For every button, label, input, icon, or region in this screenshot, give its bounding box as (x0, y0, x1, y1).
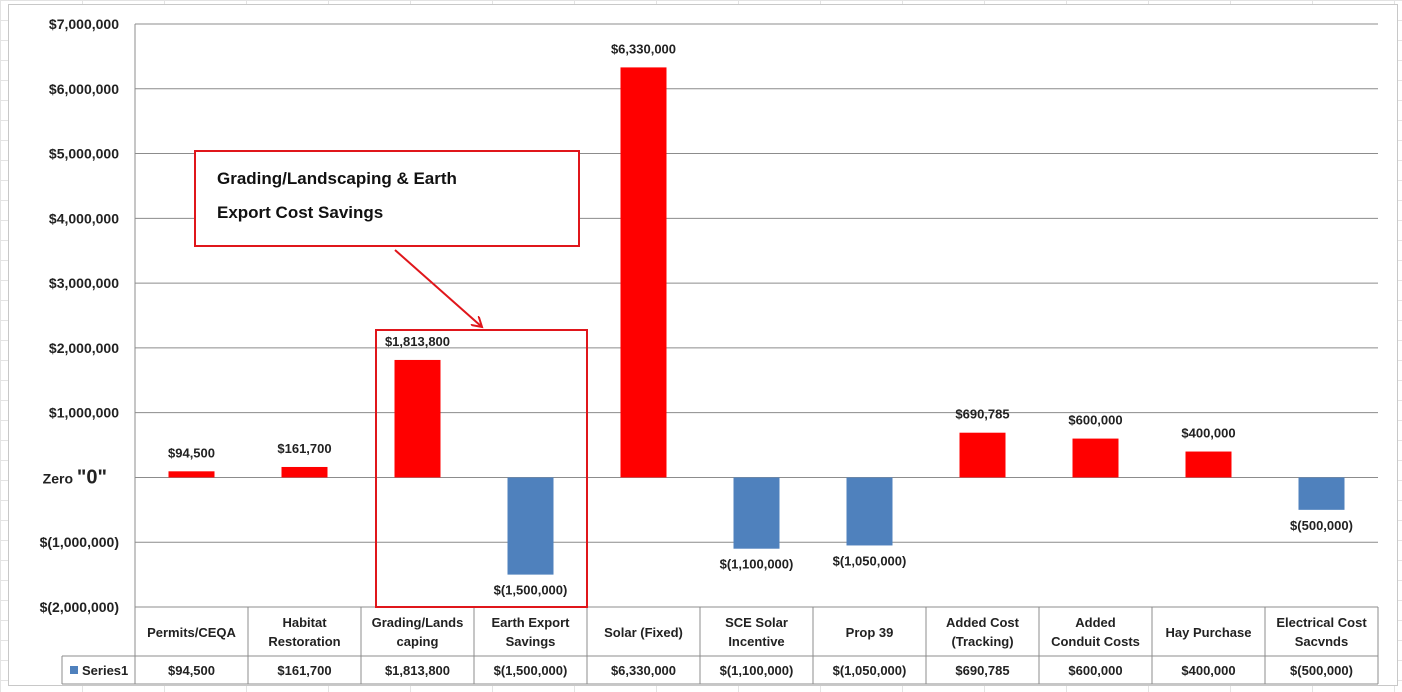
bar (846, 477, 893, 546)
y-tick-label: $6,000,000 (49, 81, 119, 97)
table-value: $(1,100,000) (720, 663, 794, 678)
bar (507, 477, 554, 575)
table-value: $(1,050,000) (833, 663, 907, 678)
category-label: Earth Export Savings (491, 615, 570, 649)
table-value: $94,500 (168, 663, 215, 678)
category-label: Added Cost (Tracking) (946, 615, 1020, 649)
y-tick-label: Zero "0" (43, 466, 107, 488)
category-label: Habitat Restoration (268, 615, 340, 649)
bar (281, 466, 328, 478)
data-label: $690,785 (955, 407, 1009, 422)
table-value: $400,000 (1181, 663, 1235, 678)
y-tick-label: $(1,000,000) (40, 534, 119, 550)
table-value: $(500,000) (1290, 663, 1353, 678)
table-value: $600,000 (1068, 663, 1122, 678)
category-label: Solar (Fixed) (604, 625, 683, 640)
y-tick-label: $7,000,000 (49, 16, 119, 32)
bar (959, 432, 1006, 478)
bar (1072, 438, 1119, 478)
data-label: $1,813,800 (385, 334, 450, 349)
table-value: $(1,500,000) (494, 663, 568, 678)
data-label: $400,000 (1181, 426, 1235, 441)
y-tick-label: $(2,000,000) (40, 599, 119, 615)
data-label: $94,500 (168, 445, 215, 460)
category-label: Hay Purchase (1166, 625, 1252, 640)
y-tick-label: $3,000,000 (49, 275, 119, 291)
category-label: SCE Solar Incentive (725, 615, 788, 649)
category-label: Grading/Lands caping (372, 615, 464, 649)
highlight-rectangle (375, 329, 588, 608)
bar (620, 67, 667, 478)
data-label: $(1,500,000) (494, 583, 568, 598)
y-tick-label: $4,000,000 (49, 210, 119, 226)
table-value: $1,813,800 (385, 663, 450, 678)
legend-swatch (70, 666, 78, 674)
annotation-arrow (394, 249, 482, 327)
y-tick-label: $5,000,000 (49, 146, 119, 162)
annotation-callout-box (194, 150, 580, 247)
table-value: $690,785 (955, 663, 1009, 678)
y-tick-label: $1,000,000 (49, 405, 119, 421)
bar (1298, 477, 1345, 510)
data-label: $(1,100,000) (720, 557, 794, 572)
category-label: Permits/CEQA (147, 625, 236, 640)
data-label: $161,700 (277, 441, 331, 456)
bar (168, 471, 215, 478)
category-label: Added Conduit Costs (1051, 615, 1140, 649)
table-value: $161,700 (277, 663, 331, 678)
bar (733, 477, 780, 549)
category-label: Prop 39 (846, 625, 894, 640)
table-value: $6,330,000 (611, 663, 676, 678)
y-tick-label: $2,000,000 (49, 340, 119, 356)
chart-frame (8, 4, 1398, 686)
legend-series-name: Series1 (82, 663, 128, 678)
category-label: Electrical Cost Sacvnds (1276, 615, 1367, 649)
bar (1185, 451, 1232, 478)
data-label: $6,330,000 (611, 41, 676, 56)
data-label: $600,000 (1068, 413, 1122, 428)
bar (394, 359, 441, 478)
data-label: $(1,050,000) (833, 553, 907, 568)
annotation-text: Grading/Landscaping & Earth Export Cost S… (217, 169, 457, 222)
data-label: $(500,000) (1290, 518, 1353, 533)
